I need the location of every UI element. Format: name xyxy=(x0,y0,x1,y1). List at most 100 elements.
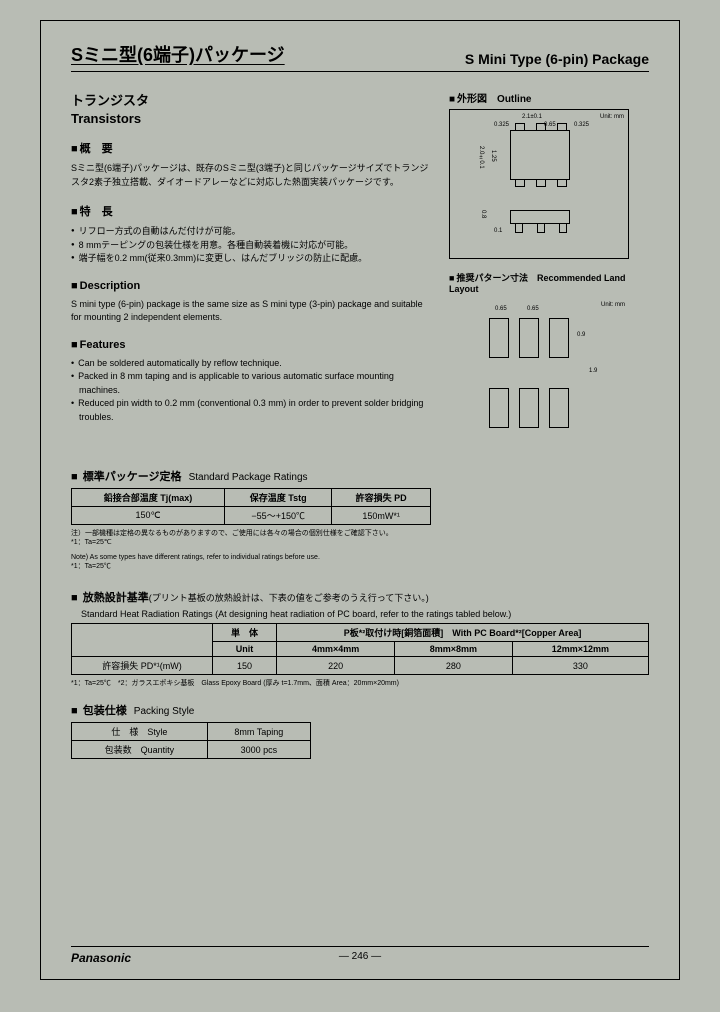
package-side-view xyxy=(510,210,570,224)
description-body: S mini type (6-pin) package is the same … xyxy=(71,298,429,325)
table-cell: 8mm Taping xyxy=(207,723,310,741)
land-diagram: Unit: mm 0.65 0.65 0.9 1.9 xyxy=(449,298,629,458)
dim-label: 0.9 xyxy=(577,332,585,338)
outline-diagram: Unit: mm 2.1±0.1 0.325 0.65 0.325 2.0±0.… xyxy=(449,109,629,259)
table-header: 12mm×12mm xyxy=(512,642,648,657)
feature-en-item: Can be soldered automatically by reflow … xyxy=(71,357,429,371)
table-cell: 150mW*¹ xyxy=(332,507,431,525)
table-cell: −55～+150℃ xyxy=(225,507,332,525)
dim-label: 0.8 xyxy=(480,210,486,218)
foot-icon xyxy=(515,223,523,233)
dim-label: 0.65 xyxy=(527,306,539,312)
outline-heading: 外形図 Outline xyxy=(449,90,649,105)
heat-heading-en: Standard Heat Radiation Ratings xyxy=(81,609,213,619)
right-column: 外形図 Outline Unit: mm 2.1±0.1 0.325 0.65 … xyxy=(449,90,649,458)
table-row: 許容損失 PD*¹(mW) 150 220 280 330 xyxy=(72,657,649,675)
table-header: 単 体 xyxy=(212,624,276,642)
description-heading: Description xyxy=(71,280,429,292)
table-row: 単 体 P板*²取付け時[銅箔面積] With PC Board*²[Coppe… xyxy=(72,624,649,642)
package-top-view xyxy=(510,130,570,180)
packing-heading-en: Packing Style xyxy=(134,706,195,717)
dim-label: 2.1±0.1 xyxy=(522,114,542,120)
table-cell: 許容損失 PD*¹(mW) xyxy=(72,657,213,675)
feature-en-item: Packed in 8 mm taping and is applicable … xyxy=(71,370,429,397)
heat-table: 単 体 P板*²取付け時[銅箔面積] With PC Board*²[Coppe… xyxy=(71,623,649,675)
ratings-table: 鉛接合部温度 Tj(max) 保存温度 Tstg 許容損失 PD 150℃ −5… xyxy=(71,488,431,525)
table-header: 4mm×4mm xyxy=(277,642,395,657)
packing-section: 包装仕様 Packing Style 仕 様 Style 8mm Taping … xyxy=(71,702,649,759)
lead-icon xyxy=(557,179,567,187)
packing-table: 仕 様 Style 8mm Taping 包装数 Quantity 3000 p… xyxy=(71,722,311,759)
page-number: — 246 — xyxy=(339,951,381,965)
land-pad xyxy=(519,318,539,358)
foot-icon xyxy=(559,223,567,233)
ratings-heading: 標準パッケージ定格 Standard Package Ratings xyxy=(71,468,649,484)
table-cell: 330 xyxy=(512,657,648,675)
table-row: 包装数 Quantity 3000 pcs xyxy=(72,741,311,759)
table-header: 8mm×8mm xyxy=(394,642,512,657)
table-header: 保存温度 Tstg xyxy=(225,489,332,507)
dim-label: 0.65 xyxy=(495,306,507,312)
overview-heading: 概 要 xyxy=(71,140,429,156)
ratings-heading-en: Standard Package Ratings xyxy=(189,472,308,483)
features-jp-list: リフロー方式の自動はんだ付けが可能。 8 mmテーピングの包装仕様を用意。各種自… xyxy=(71,225,429,266)
heat-note: *1：Ta=25℃ *2：ガラスエポキシ基板 Glass Epoxy Board… xyxy=(71,679,649,688)
land-pad xyxy=(489,318,509,358)
table-cell: 150 xyxy=(212,657,276,675)
overview-body: Sミニ型(6端子)パッケージは、既存のSミニ型(3端子)と同じパッケージサイズで… xyxy=(71,162,429,189)
subtitle-jp: トランジスタ xyxy=(71,90,429,109)
ratings-note-en: Note) As some types have different ratin… xyxy=(71,553,649,571)
table-row: 仕 様 Style 8mm Taping xyxy=(72,723,311,741)
heat-sub-en: (At designing heat radiation of PC board… xyxy=(215,609,511,619)
title-jp: Sミニ型(6端子)パッケージ xyxy=(71,41,285,67)
feature-jp-item: 8 mmテーピングの包装仕様を用意。各種自動装着機に対応が可能。 xyxy=(71,239,429,253)
ratings-heading-jp: 標準パッケージ定格 xyxy=(83,471,182,483)
ratings-note-jp: 注）一部機種は定格の異なるものがありますので、ご使用には各々の場合の個別仕様をご… xyxy=(71,529,649,547)
table-cell: 220 xyxy=(277,657,395,675)
page: Sミニ型(6端子)パッケージ S Mini Type (6-pin) Packa… xyxy=(40,20,680,980)
land-pad xyxy=(519,388,539,428)
dim-label: 0.325 xyxy=(494,122,509,128)
heat-heading: 放熱設計基準(プリント基板の放熱設計は、下表の値をご参考のうえ行って下さい。) xyxy=(71,589,649,605)
lead-icon xyxy=(557,123,567,131)
lead-icon xyxy=(515,179,525,187)
heat-heading-en-line: Standard Heat Radiation Ratings (At desi… xyxy=(71,609,649,619)
header: Sミニ型(6端子)パッケージ S Mini Type (6-pin) Packa… xyxy=(71,41,649,72)
table-cell: 150℃ xyxy=(72,507,225,525)
land-pad xyxy=(549,388,569,428)
table-header: Unit xyxy=(212,642,276,657)
feature-en-item: Reduced pin width to 0.2 mm (conventiona… xyxy=(71,397,429,424)
table-row: 鉛接合部温度 Tj(max) 保存温度 Tstg 許容損失 PD xyxy=(72,489,431,507)
lead-icon xyxy=(536,179,546,187)
dim-label: 0.325 xyxy=(574,122,589,128)
feature-jp-item: 端子幅を0.2 mm(従来0.3mm)に変更し、はんだブリッジの防止に配慮。 xyxy=(71,252,429,266)
table-header xyxy=(72,624,213,657)
table-header: P板*²取付け時[銅箔面積] With PC Board*²[Copper Ar… xyxy=(277,624,649,642)
ratings-section: 標準パッケージ定格 Standard Package Ratings 鉛接合部温… xyxy=(71,468,649,571)
table-header: 鉛接合部温度 Tj(max) xyxy=(72,489,225,507)
land-unit: Unit: mm xyxy=(601,302,625,308)
table-row: 150℃ −55～+150℃ 150mW*¹ xyxy=(72,507,431,525)
land-pad xyxy=(489,388,509,428)
packing-heading: 包装仕様 Packing Style xyxy=(71,702,649,718)
footer: Panasonic — 246 — xyxy=(71,946,649,965)
lead-icon xyxy=(515,123,525,131)
lead-icon xyxy=(536,123,546,131)
subtitle-en: Transistors xyxy=(71,111,429,126)
packing-heading-jp: 包装仕様 xyxy=(83,705,127,717)
table-cell: 包装数 Quantity xyxy=(72,741,208,759)
dim-label: 1.25 xyxy=(490,150,496,162)
features-jp-heading: 特 長 xyxy=(71,203,429,219)
dim-label: 0.1 xyxy=(494,228,502,234)
table-cell: 280 xyxy=(394,657,512,675)
two-column-layout: トランジスタ Transistors 概 要 Sミニ型(6端子)パッケージは、既… xyxy=(71,90,649,458)
table-header: 許容損失 PD xyxy=(332,489,431,507)
feature-jp-item: リフロー方式の自動はんだ付けが可能。 xyxy=(71,225,429,239)
heat-sub-jp: (プリント基板の放熱設計は、下表の値をご参考のうえ行って下さい。) xyxy=(149,593,429,603)
features-en-list: Can be soldered automatically by reflow … xyxy=(71,357,429,425)
left-column: トランジスタ Transistors 概 要 Sミニ型(6端子)パッケージは、既… xyxy=(71,90,429,458)
features-en-heading: Features xyxy=(71,339,429,351)
heat-section: 放熱設計基準(プリント基板の放熱設計は、下表の値をご参考のうえ行って下さい。) … xyxy=(71,589,649,688)
land-pad xyxy=(549,318,569,358)
brand-logo: Panasonic xyxy=(71,951,131,965)
